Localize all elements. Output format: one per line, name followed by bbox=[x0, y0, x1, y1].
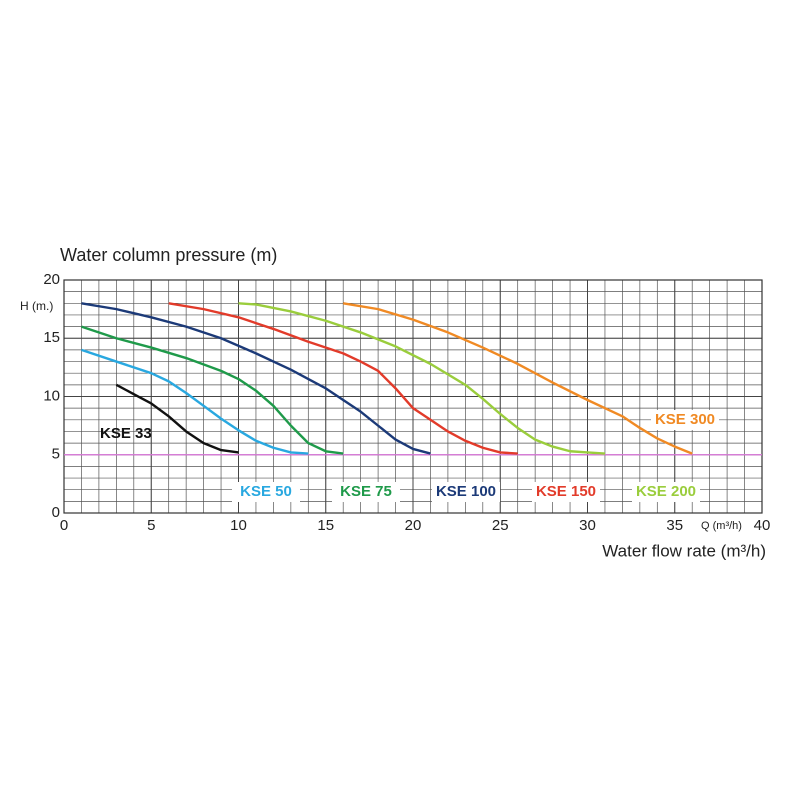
label-backdrop bbox=[651, 410, 719, 430]
y-tick-label: 20 bbox=[43, 271, 60, 288]
series-label: KSE 200 bbox=[636, 483, 696, 500]
x-tick-label: 35 bbox=[666, 517, 683, 534]
series-line bbox=[343, 302, 693, 455]
series-label: KSE 100 bbox=[436, 483, 496, 500]
plot-frame bbox=[63, 279, 763, 514]
series-line bbox=[168, 302, 518, 455]
y-unit-label: H (m.) bbox=[20, 299, 53, 313]
series-line bbox=[81, 325, 344, 455]
x-tick-label: 5 bbox=[147, 517, 155, 534]
label-backdrop bbox=[532, 482, 600, 502]
x-unit-label: Q (m³/h) bbox=[701, 520, 742, 532]
y-tick-label: 15 bbox=[43, 329, 60, 346]
x-axis-label: Water flow rate (m³/h) bbox=[602, 541, 766, 560]
y-tick-label: 5 bbox=[52, 446, 60, 463]
series-label: KSE 75 bbox=[340, 483, 392, 500]
x-tick-label: 30 bbox=[579, 517, 596, 534]
label-backdrop bbox=[432, 482, 500, 502]
series-line bbox=[81, 302, 431, 455]
label-backdrop bbox=[632, 482, 700, 502]
y-tick-label: 0 bbox=[52, 504, 60, 521]
series-line bbox=[115, 383, 239, 454]
x-tick-label: 40 bbox=[754, 517, 771, 534]
x-tick-label: 25 bbox=[492, 517, 509, 534]
series-label: KSE 300 bbox=[655, 411, 715, 428]
x-tick-label: 10 bbox=[230, 517, 247, 534]
series-line bbox=[81, 348, 309, 455]
chart-title: Water column pressure (m) bbox=[60, 245, 277, 265]
label-backdrop bbox=[332, 482, 400, 502]
series-line bbox=[238, 302, 606, 455]
y-tick-label: 10 bbox=[43, 387, 60, 404]
x-tick-label: 0 bbox=[60, 517, 68, 534]
x-tick-label: 15 bbox=[317, 517, 334, 534]
label-backdrop bbox=[232, 482, 300, 502]
series-label: KSE 50 bbox=[240, 483, 292, 500]
series-label: KSE 150 bbox=[536, 483, 596, 500]
series-label: KSE 33 bbox=[100, 425, 152, 442]
x-tick-label: 20 bbox=[405, 517, 422, 534]
